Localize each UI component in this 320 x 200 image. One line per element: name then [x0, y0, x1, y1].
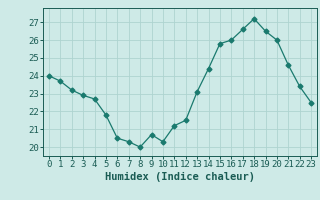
X-axis label: Humidex (Indice chaleur): Humidex (Indice chaleur)	[105, 172, 255, 182]
